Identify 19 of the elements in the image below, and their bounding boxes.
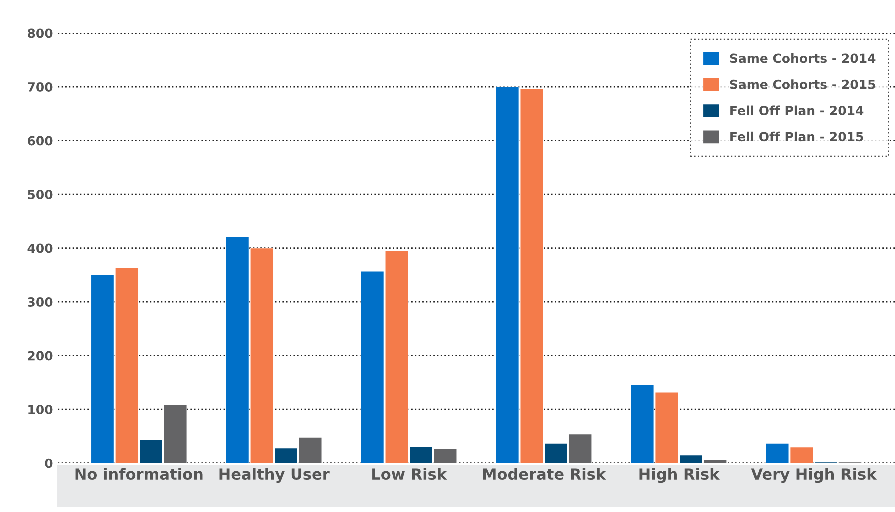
y-tick-label: 300 <box>28 298 53 308</box>
y-tick-label: 700 <box>28 82 53 92</box>
legend-label: Same Cohorts - 2014 <box>730 54 876 64</box>
y-tick-label: 400 <box>28 244 53 254</box>
legend-label: Fell Off Plan - 2014 <box>730 106 864 116</box>
legend-label: Fell Off Plan - 2015 <box>730 132 864 142</box>
y-tick-label: 800 <box>28 28 53 38</box>
y-tick-label: 600 <box>28 136 53 146</box>
y-tick-label: 0 <box>45 458 53 468</box>
y-tick-label: 100 <box>28 405 53 415</box>
legend-label: Same Cohorts - 2015 <box>730 80 876 90</box>
x-tick-label: Moderate Risk <box>483 468 606 480</box>
x-tick-label: No information <box>76 468 203 480</box>
y-tick-label: 200 <box>28 351 53 361</box>
y-tick-label: 500 <box>28 190 53 200</box>
x-tick-label: Very High Risk <box>751 468 878 484</box>
x-tick-label: Healthy User <box>220 468 330 484</box>
x-tick-label: Low Risk <box>372 468 448 480</box>
x-tick-label: High Risk <box>640 468 720 484</box>
